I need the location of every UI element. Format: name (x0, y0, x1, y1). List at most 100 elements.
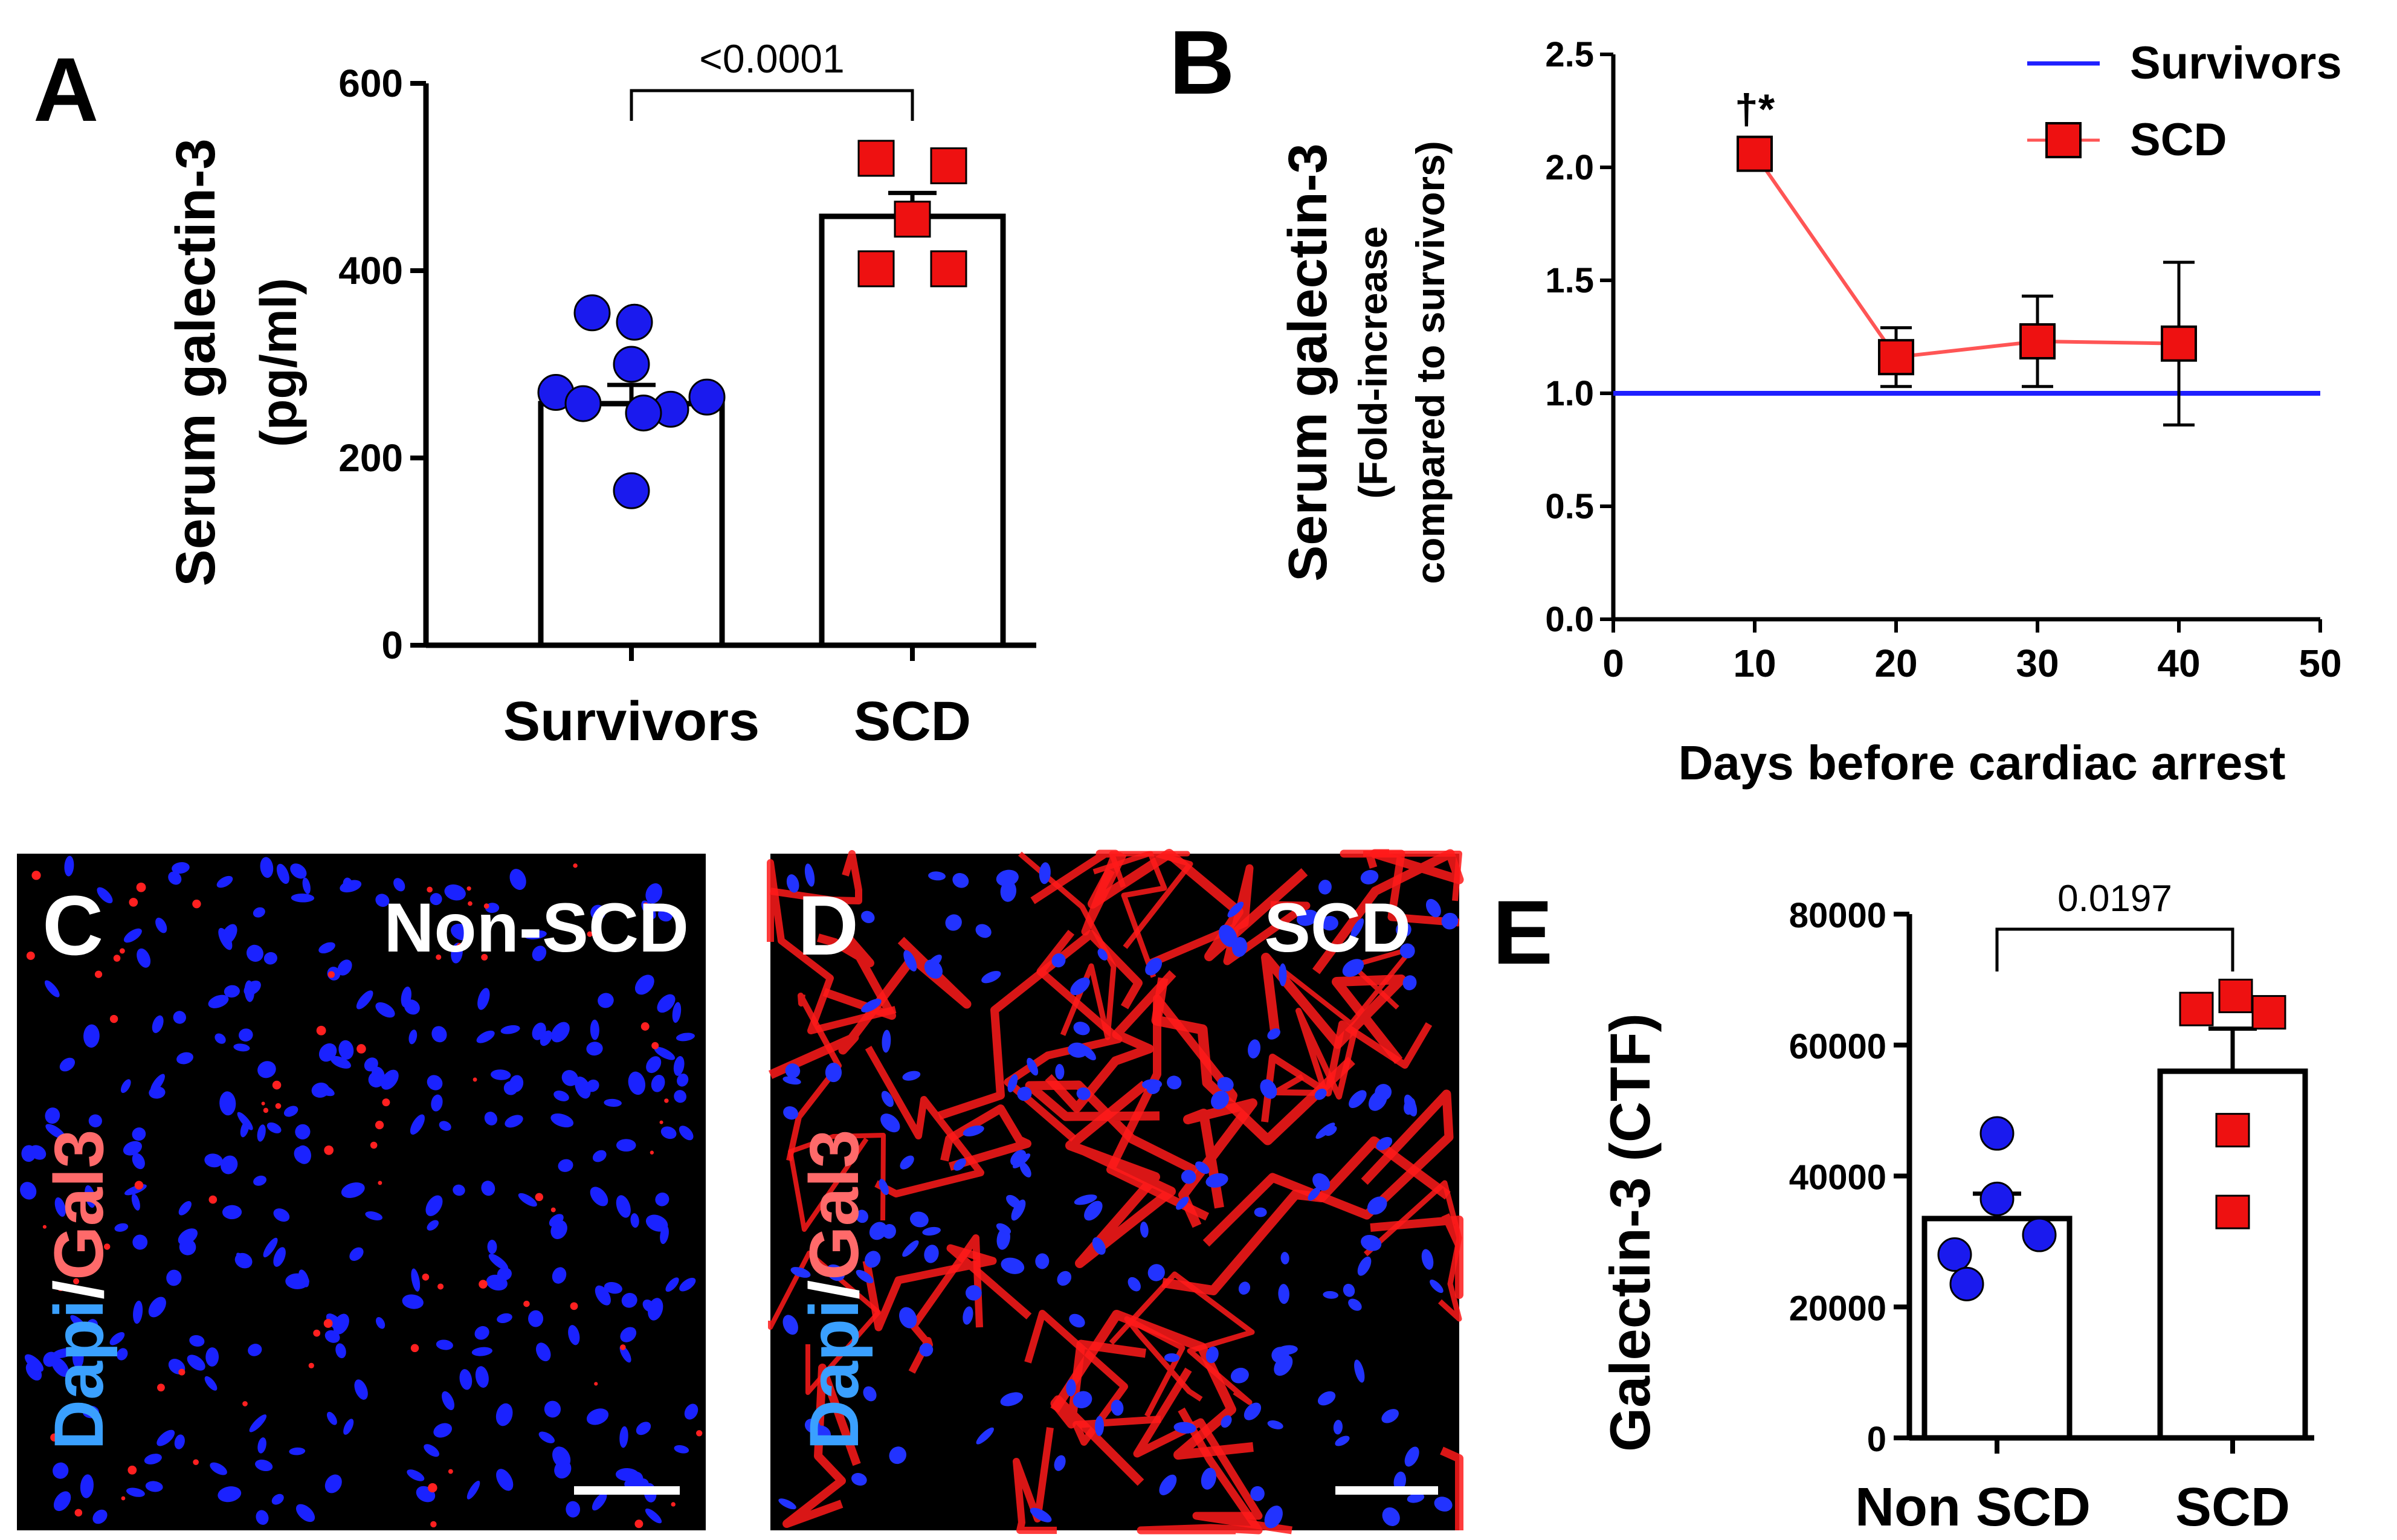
nucleus-mark (518, 1193, 537, 1207)
nucleus-mark (1017, 1086, 1032, 1101)
panel-c-scale-bar (574, 1486, 680, 1495)
nucleus-mark (246, 944, 263, 962)
nucleus-mark (928, 871, 946, 881)
panel-c-stain-gal3: Gal3 (40, 1130, 118, 1280)
nucleus-mark (221, 924, 237, 945)
nucleus-mark (509, 869, 526, 890)
nucleus-mark (1181, 1170, 1196, 1184)
data-point-circle (613, 346, 650, 383)
gal3-speck-mark (127, 1465, 137, 1475)
nucleus-mark (326, 1411, 337, 1425)
nucleus-mark (224, 985, 240, 998)
nucleus-mark (1354, 1359, 1365, 1383)
nucleus-mark (500, 1025, 520, 1034)
panel-c-stain-slash: / (40, 1280, 118, 1300)
gal3-fiber-mark (1045, 970, 1176, 1113)
nucleus-mark (474, 1326, 489, 1340)
nucleus-mark (648, 1298, 663, 1321)
panel-b-ylabel-line1: Serum galectin-3 (1278, 143, 1338, 581)
panel-d-stain-label: Dapi/Gal3 (796, 1130, 873, 1451)
gal3-fiber-mark (1018, 851, 1117, 1040)
data-point-square (2215, 1113, 2250, 1148)
gal3-fiber-mark (1273, 1008, 1358, 1100)
gal3-fiber-mark (788, 1133, 886, 1232)
nucleus-mark (179, 1239, 196, 1255)
series-scd-line (1753, 152, 2179, 359)
nucleus-mark (963, 1306, 973, 1325)
nucleus-mark (976, 1427, 994, 1445)
gal3-speck-mark (272, 1080, 282, 1090)
data-point-square (2179, 991, 2214, 1026)
nucleus-mark (604, 1281, 622, 1294)
nucleus-mark (1039, 862, 1051, 884)
gal3-speck-mark (535, 1193, 543, 1202)
data-point-square (930, 147, 967, 184)
nucleus-mark (524, 930, 547, 939)
y-tick-label: 400 (338, 249, 403, 292)
gal3-speck-mark (468, 901, 473, 906)
nucleus-mark (273, 1208, 290, 1222)
nucleus-mark (318, 942, 335, 954)
nucleus-mark (356, 990, 373, 1010)
nucleus-mark (459, 1369, 473, 1390)
nucleus-mark (826, 1264, 845, 1281)
nucleus-mark (88, 1114, 102, 1127)
nucleus-mark (1205, 1173, 1228, 1188)
nucleus-mark (187, 1355, 205, 1371)
nucleus-mark (273, 1247, 286, 1267)
nucleus-mark (1201, 1468, 1216, 1490)
panel-b: B Serum galectin-3 (Fold-increase compar… (1169, 11, 2342, 790)
nucleus-mark (595, 1285, 611, 1306)
nucleus-mark (1128, 1277, 1141, 1292)
nucleus-mark (1054, 1455, 1066, 1471)
nucleus-mark (486, 1274, 508, 1291)
gal3-fiber-mark (1363, 851, 1462, 901)
nucleus-mark (298, 1269, 309, 1287)
panel-b-ylabel-line2: (Fold-increase (1350, 226, 1395, 498)
gal3-fiber-mark (1092, 851, 1167, 978)
nucleus-mark (237, 1112, 253, 1130)
gal3-fiber-mark (1137, 1407, 1263, 1535)
nucleus-mark (53, 1462, 69, 1479)
panel-d-cells (767, 849, 1464, 1535)
gal3-speck-mark (94, 970, 103, 978)
nucleus-mark (1097, 949, 1108, 961)
legend-scd-swatch (2045, 122, 2082, 158)
nucleus-mark (172, 862, 190, 874)
nucleus-mark (431, 1026, 447, 1043)
nucleus-mark (176, 1052, 193, 1065)
nucleus-mark (538, 1431, 555, 1443)
gal3-speck-mark (375, 1120, 384, 1130)
nucleus-mark (335, 1343, 346, 1359)
nucleus-mark (496, 1469, 514, 1491)
nucleus-mark (1315, 1123, 1335, 1139)
panel-a-plot: 0 200 400 600 Survivors SCD <0.0001 (338, 36, 1036, 752)
panel-b-plot: 0.0 0.5 1.0 1.5 2.0 2.5 0 10 20 30 40 50 †* Survivors… (1545, 35, 2341, 685)
nucleus-mark (204, 1153, 223, 1168)
nucleus-mark (900, 1155, 914, 1170)
nucleus-mark (24, 1354, 44, 1372)
gal3-speck-mark (121, 1496, 126, 1501)
nucleus-mark (1404, 1446, 1419, 1467)
nucleus-mark (655, 1192, 669, 1207)
gal3-speck-mark (134, 1181, 144, 1190)
nucleus-mark (1111, 1399, 1124, 1416)
nucleus-mark (295, 1504, 315, 1522)
gal3-speck-mark (664, 1098, 669, 1103)
panel-d-title: SCD (1264, 889, 1411, 967)
nucleus-mark (1314, 1088, 1327, 1100)
panel-e-letter: E (1492, 881, 1553, 983)
bar (819, 213, 1006, 648)
nucleus-mark (131, 1193, 140, 1211)
panel-a-ylabel-line1: Serum galectin-3 (165, 138, 227, 586)
nucleus-mark (1264, 1506, 1283, 1529)
nucleus-mark (1073, 1022, 1090, 1036)
nucleus-mark (1244, 1402, 1262, 1420)
nucleus-mark (1211, 1091, 1230, 1110)
gal3-speck-mark (178, 1368, 186, 1376)
gal3-fiber-mark (1283, 946, 1415, 1026)
nucleus-mark (864, 1251, 881, 1268)
nucleus-mark (257, 1061, 276, 1078)
nucleus-mark (783, 1106, 799, 1120)
nucleus-mark (645, 883, 663, 904)
